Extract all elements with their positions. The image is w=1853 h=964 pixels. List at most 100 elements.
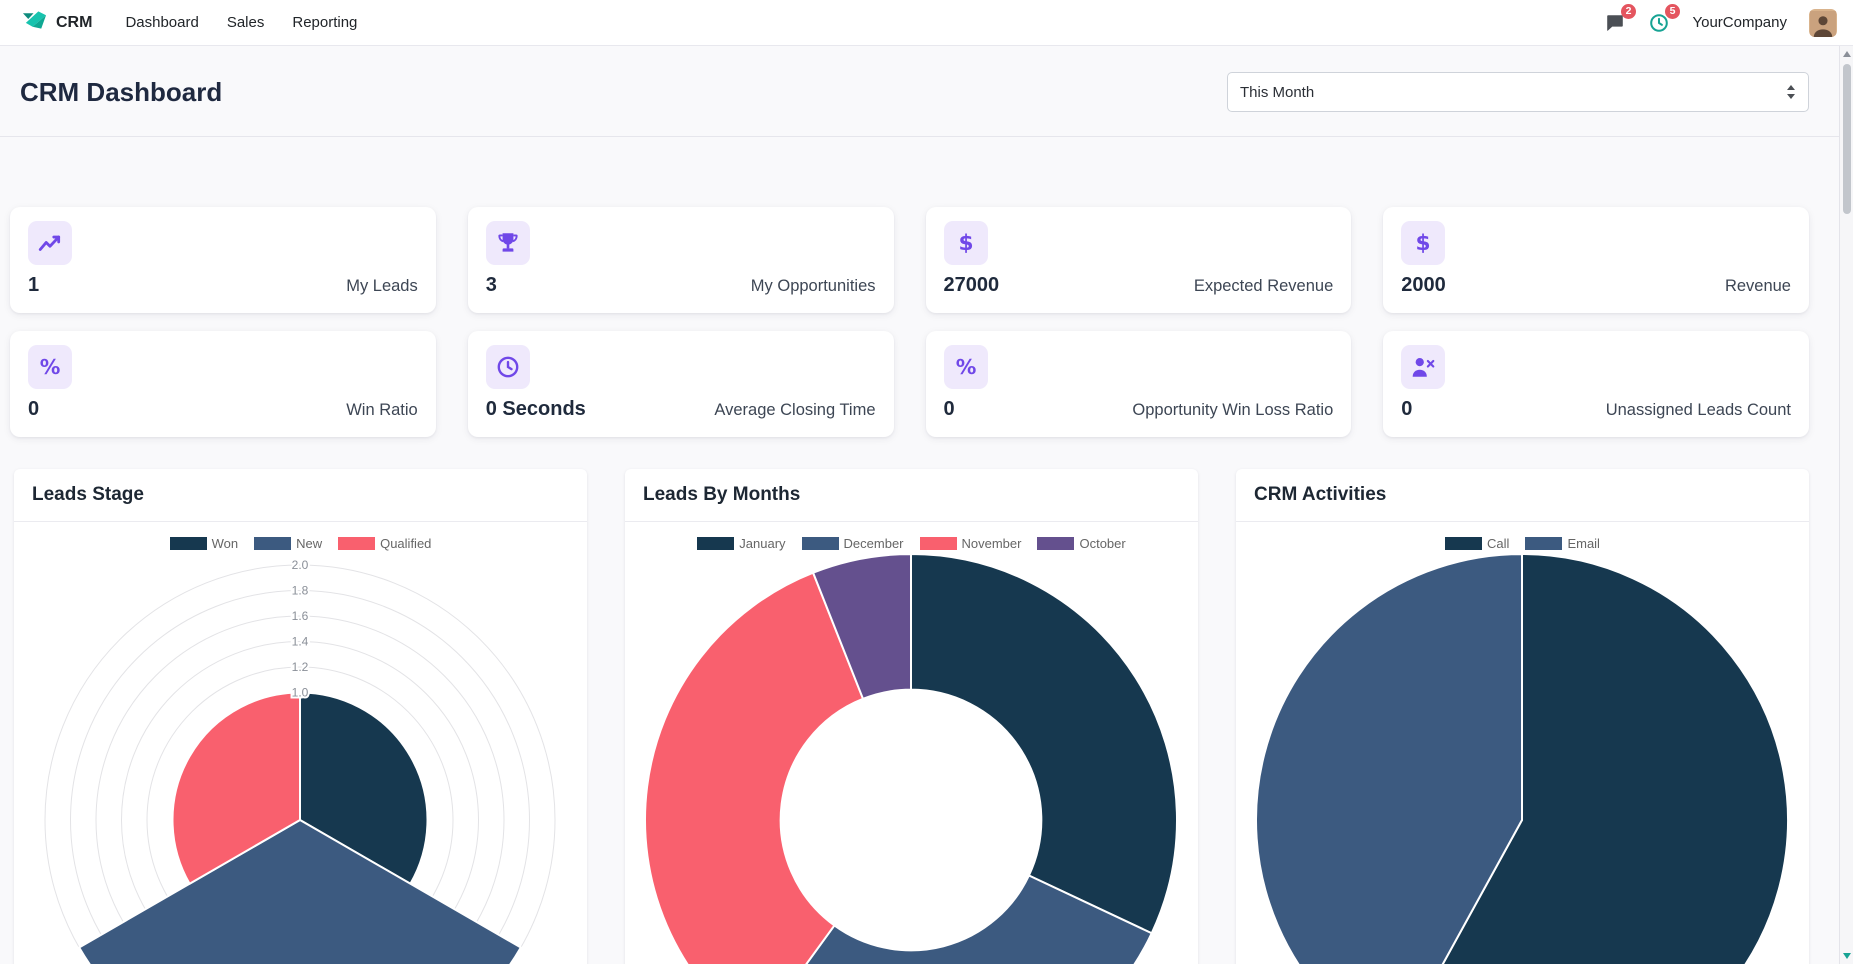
radial-tick-label: 1.2 bbox=[292, 660, 309, 674]
legend-label: October bbox=[1079, 536, 1126, 551]
dollar-icon: $ bbox=[1401, 221, 1446, 265]
legend-label: Qualified bbox=[380, 536, 432, 551]
radial-tick-label: 1.4 bbox=[292, 635, 309, 649]
legend-swatch bbox=[801, 537, 839, 550]
crm-activities-pie-chart[interactable] bbox=[1240, 555, 1805, 964]
legend-item[interactable]: January bbox=[697, 536, 786, 551]
leads-stage-polar-chart[interactable]: 1.0 1.2 1.4 1.6 1.8 2.0 bbox=[18, 555, 583, 964]
chart-card-crm-activities: CRM Activities Call Email bbox=[1236, 469, 1809, 964]
scrollbar-up-arrow-icon[interactable] bbox=[1843, 51, 1851, 57]
pie-slice-email bbox=[1255, 555, 1523, 964]
legend-swatch bbox=[1525, 537, 1563, 550]
kpi-card-revenue[interactable]: $ 2000 Revenue bbox=[1383, 207, 1809, 313]
page-header: CRM Dashboard This Month bbox=[0, 46, 1853, 137]
main-menu: Dashboard Sales Reporting bbox=[112, 7, 370, 38]
legend-item[interactable]: Call bbox=[1445, 536, 1509, 551]
charts-row: Leads Stage Won New Qualified 1.0 1.2 1.4 1.6… bbox=[14, 469, 1809, 964]
company-name[interactable]: YourCompany bbox=[1692, 14, 1787, 31]
kpi-card-win-ratio[interactable]: % 0 Win Ratio bbox=[10, 331, 436, 437]
kpi-card-expected-revenue[interactable]: $ 27000 Expected Revenue bbox=[925, 207, 1352, 313]
legend-item[interactable]: Won bbox=[169, 536, 238, 551]
kpi-card-unassigned-leads-count[interactable]: 0 Unassigned Leads Count bbox=[1383, 331, 1809, 437]
chart-title: Leads By Months bbox=[643, 484, 801, 505]
activities-clock-icon[interactable]: 5 bbox=[1648, 3, 1681, 34]
app-name: CRM bbox=[56, 13, 93, 31]
kpi-card-average-closing-time[interactable]: 0 Seconds Average Closing Time bbox=[467, 331, 894, 437]
chart-card-leads-by-months: Leads By Months January December November O… bbox=[625, 469, 1198, 964]
chart-legend: Call Email bbox=[1236, 536, 1809, 551]
period-filter-value: This Month bbox=[1240, 83, 1315, 101]
legend-label: November bbox=[961, 536, 1022, 551]
legend-item[interactable]: November bbox=[919, 536, 1022, 551]
pie-slice-october bbox=[812, 555, 912, 700]
legend-swatch bbox=[1445, 537, 1483, 550]
legend-label: New bbox=[296, 536, 323, 551]
kpi-label: My Opportunities bbox=[750, 277, 876, 295]
pie-slice-december bbox=[805, 874, 1153, 964]
crm-app-icon bbox=[22, 10, 47, 35]
legend-label: Email bbox=[1567, 536, 1600, 551]
percent-icon: % bbox=[943, 345, 988, 389]
legend-item[interactable]: New bbox=[254, 536, 322, 551]
legend-swatch bbox=[254, 537, 292, 550]
svg-text:%: % bbox=[40, 355, 61, 379]
scrollbar-down-arrow-icon[interactable] bbox=[1843, 953, 1851, 959]
select-arrows-icon bbox=[1786, 84, 1796, 100]
kpi-label: Average Closing Time bbox=[714, 401, 876, 419]
legend-swatch bbox=[169, 537, 207, 550]
top-navbar: CRM Dashboard Sales Reporting 2 5 YourCo… bbox=[0, 0, 1853, 46]
legend-item[interactable]: Email bbox=[1525, 536, 1600, 551]
dollar-icon: $ bbox=[943, 221, 988, 265]
leads-by-months-doughnut-chart[interactable] bbox=[629, 555, 1194, 964]
chart-title: CRM Activities bbox=[1254, 484, 1387, 505]
vertical-scrollbar[interactable] bbox=[1839, 46, 1853, 964]
percent-icon: % bbox=[28, 345, 72, 389]
pie-slice-november bbox=[644, 571, 865, 964]
kpi-label: Opportunity Win Loss Ratio bbox=[1132, 401, 1334, 419]
radial-tick-label: 1.0 bbox=[292, 686, 309, 700]
line-chart-icon bbox=[28, 221, 72, 265]
kpi-label: My Leads bbox=[346, 277, 418, 295]
menu-item-sales[interactable]: Sales bbox=[226, 14, 265, 31]
polar-slice-qualified bbox=[171, 691, 301, 885]
kpi-label: Unassigned Leads Count bbox=[1605, 401, 1791, 419]
page-title: CRM Dashboard bbox=[20, 76, 223, 107]
legend-item[interactable]: December bbox=[801, 536, 904, 551]
legend-swatch bbox=[919, 537, 957, 550]
menu-item-dashboard[interactable]: Dashboard bbox=[125, 14, 199, 31]
period-filter-select[interactable]: This Month bbox=[1227, 72, 1809, 112]
messages-icon[interactable]: 2 bbox=[1604, 3, 1637, 34]
kpi-value: 1 bbox=[28, 274, 40, 296]
pie-slice-january bbox=[910, 555, 1178, 935]
legend-label: January bbox=[739, 536, 786, 551]
legend-swatch bbox=[697, 537, 735, 550]
systray: 2 5 YourCompany bbox=[1604, 3, 1837, 37]
activities-badge: 5 bbox=[1664, 3, 1681, 19]
pie-slice-call bbox=[1441, 555, 1789, 964]
kpi-value: 27000 bbox=[943, 274, 1000, 296]
polar-slice-new bbox=[78, 819, 522, 964]
kpi-value: 0 bbox=[1401, 398, 1413, 420]
kpi-grid: 1 My Leads 3 My Opportunities $ 27000 Ex… bbox=[10, 207, 1809, 437]
kpi-label: Revenue bbox=[1724, 277, 1791, 295]
scrollbar-thumb[interactable] bbox=[1843, 64, 1851, 214]
kpi-label: Win Ratio bbox=[346, 401, 418, 419]
user-avatar[interactable] bbox=[1809, 8, 1837, 37]
kpi-card-my-opportunities[interactable]: 3 My Opportunities bbox=[467, 207, 894, 313]
menu-item-reporting[interactable]: Reporting bbox=[292, 14, 358, 31]
messages-badge: 2 bbox=[1620, 3, 1637, 19]
kpi-value: 3 bbox=[485, 274, 497, 296]
kpi-value: 0 Seconds bbox=[485, 398, 586, 420]
svg-text:$: $ bbox=[958, 231, 973, 256]
legend-item[interactable]: Qualified bbox=[338, 536, 431, 551]
app-switcher[interactable]: CRM bbox=[16, 6, 98, 39]
kpi-card-my-leads[interactable]: 1 My Leads bbox=[10, 207, 436, 313]
trophy-icon bbox=[485, 221, 530, 265]
kpi-value: 0 bbox=[943, 398, 955, 420]
legend-swatch bbox=[338, 537, 376, 550]
kpi-card-opportunity-win-loss-ratio[interactable]: % 0 Opportunity Win Loss Ratio bbox=[925, 331, 1352, 437]
kpi-value: 2000 bbox=[1401, 274, 1446, 296]
legend-item[interactable]: October bbox=[1037, 536, 1126, 551]
kpi-label: Expected Revenue bbox=[1193, 277, 1334, 295]
user-times-icon bbox=[1401, 345, 1446, 389]
